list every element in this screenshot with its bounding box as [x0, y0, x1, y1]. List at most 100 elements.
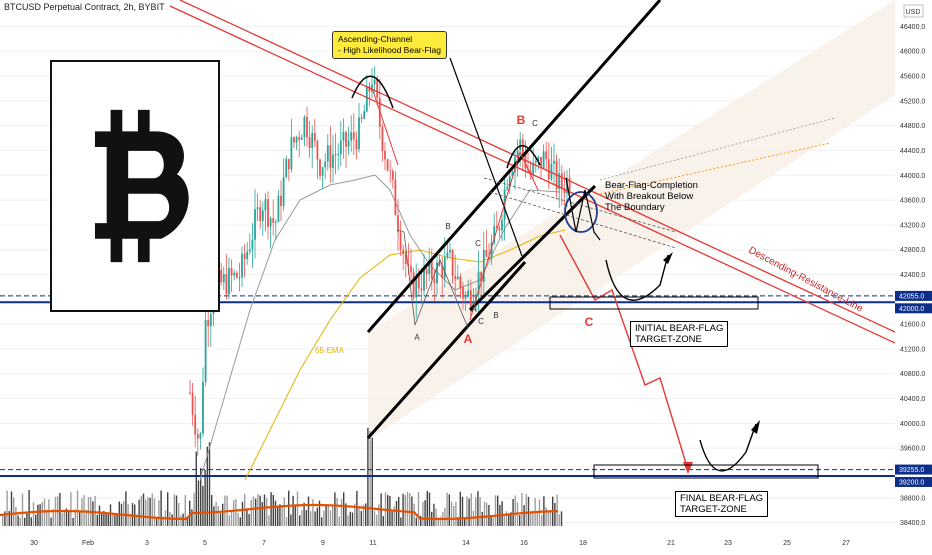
volume-bar	[455, 501, 457, 526]
volume-bar	[450, 501, 453, 526]
volume-bar	[519, 515, 521, 526]
price-badge	[895, 464, 932, 475]
volume-bar	[481, 511, 483, 526]
y-tick-label: 46000.0	[900, 49, 925, 56]
volume-bar	[464, 517, 466, 526]
candle-body	[371, 84, 373, 92]
candle-body	[282, 177, 285, 206]
volume-bar	[312, 499, 314, 526]
note-pointer	[449, 57, 523, 257]
wave-red-up	[469, 150, 539, 321]
volume-bar	[378, 504, 380, 526]
breakout-dashed-upper	[483, 177, 677, 233]
volume-bar	[230, 510, 233, 526]
volume-bar	[96, 514, 98, 526]
candle-body	[256, 207, 259, 210]
volume-bar	[145, 499, 147, 526]
candle-body	[342, 132, 345, 141]
y-tick-label: 44400.0	[900, 148, 925, 155]
volume-bar	[417, 492, 420, 526]
candle-body	[189, 392, 191, 394]
wave-label: B	[493, 311, 498, 320]
y-tick-label: 43200.0	[900, 222, 925, 229]
volume-bar	[505, 511, 508, 526]
volume-bar	[261, 502, 263, 526]
volume-bar	[26, 512, 28, 526]
final-bounce-arrowhead	[751, 420, 760, 434]
volume-bar	[204, 469, 206, 526]
volume-bar	[158, 500, 160, 526]
candle-body	[438, 262, 441, 266]
projection-dotted-orange	[599, 142, 831, 195]
volume-bar	[151, 493, 153, 526]
candle-body	[381, 126, 384, 151]
candle-body	[412, 272, 415, 298]
wave-label: A	[471, 305, 477, 314]
volume-bar	[545, 507, 547, 526]
candle-body	[482, 249, 485, 282]
y-tick-label: 45200.0	[900, 98, 925, 105]
candle-body	[207, 320, 210, 327]
volume-bar	[167, 492, 169, 526]
volume-bar	[347, 515, 349, 526]
volume-bar	[340, 498, 343, 526]
volume-bar	[79, 512, 81, 526]
candle-body	[196, 434, 199, 439]
channel-note: Ascending-Channel - High Likelihood Bear…	[332, 31, 447, 59]
candle-body	[280, 195, 282, 206]
price-badge-label: 42055.0	[899, 293, 924, 300]
volume-bar	[303, 502, 305, 526]
initial-target-note: INITIAL BEAR-FLAG TARGET-ZONE	[630, 321, 729, 347]
candle-body	[319, 159, 321, 176]
candle-body	[384, 150, 386, 160]
volume-bar	[10, 491, 13, 526]
volume-bar	[173, 494, 175, 526]
candle-body	[568, 177, 571, 191]
candle-body	[516, 150, 519, 158]
volume-bar	[237, 512, 239, 526]
volume-bar	[103, 510, 105, 526]
candle-body	[420, 288, 423, 291]
volume-bar	[37, 504, 39, 526]
candle-body	[248, 249, 251, 252]
volume-bar	[527, 496, 530, 526]
volume-bar	[24, 517, 26, 526]
volume-bar	[197, 480, 200, 526]
volume-bar	[329, 510, 332, 526]
candle-body	[311, 132, 314, 148]
volume-bar	[4, 511, 6, 526]
volume-bar	[510, 512, 512, 526]
candle-body	[267, 199, 269, 227]
volume-bar	[292, 495, 294, 526]
volume-bar	[112, 515, 114, 526]
volume-bar	[215, 501, 217, 526]
wave-label: C	[475, 239, 481, 248]
candle-body	[493, 226, 496, 243]
candle-body	[402, 249, 405, 255]
volume-bar	[252, 496, 255, 526]
candle-body	[261, 210, 264, 221]
volume-bar	[514, 495, 516, 526]
candle-body	[495, 226, 498, 229]
volume-bar	[19, 517, 21, 526]
candle-body	[274, 221, 277, 223]
volume-bar	[125, 491, 127, 526]
candle-body	[254, 209, 256, 240]
candle-body	[436, 262, 438, 284]
candle-body	[235, 272, 238, 278]
price-badge	[895, 303, 932, 314]
volume-bar	[497, 495, 499, 526]
candle-body	[462, 287, 464, 299]
candle-body	[534, 160, 537, 163]
candle-body	[316, 141, 319, 160]
candle-body	[391, 170, 394, 180]
candle-body	[545, 151, 548, 160]
volume-bar	[257, 494, 259, 526]
candle-body	[225, 274, 228, 295]
x-axis: 30 Feb 3 5 7 9 11 14 16 18 21 23 25 27	[0, 535, 895, 550]
volume-bar	[294, 504, 296, 526]
volume-bar	[453, 506, 455, 526]
volume-bar	[415, 517, 417, 526]
initial-bounce-arc	[605, 254, 669, 301]
volume-bar	[175, 495, 178, 526]
